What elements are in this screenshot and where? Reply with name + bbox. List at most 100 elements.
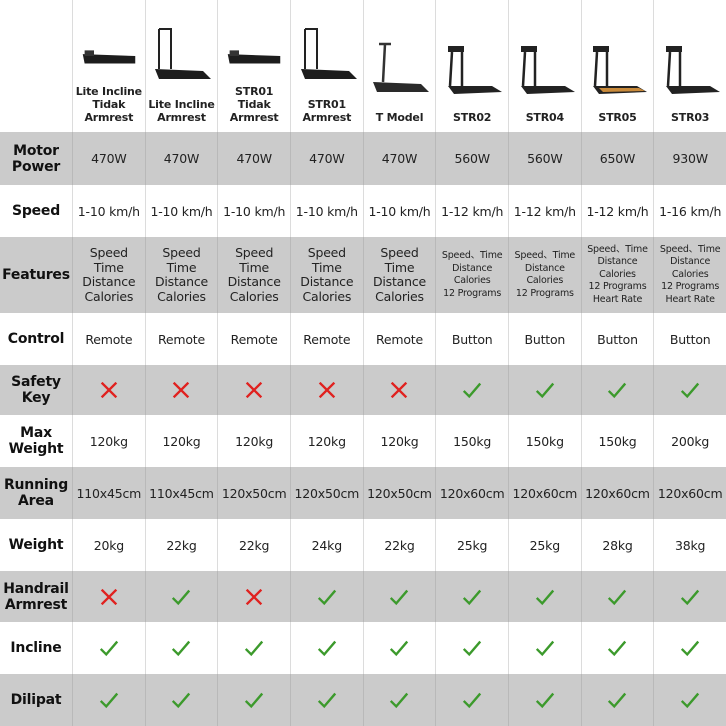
mark-cell [289,571,363,622]
feature-item: Distance [227,274,281,289]
feature-item: Calories [453,275,491,286]
check-icon [608,382,627,399]
feature-item: Speed [89,245,128,260]
feature-item: Calories [599,268,636,280]
product-header: Lite Incline Armrest [144,0,218,132]
product-image [224,36,284,79]
mark-cell [217,571,290,622]
value-cell: 200kg [653,415,726,467]
cross-icon [100,588,118,605]
product-header: Lite Incline Tidak Armrest [72,0,145,132]
value-cell: 1-10 km/h [72,185,145,237]
cross-icon [245,588,263,605]
cross-icon [100,381,118,399]
feature-item: Calories [157,288,206,304]
row-label: Control [7,331,65,347]
check-icon [463,589,482,605]
value-cell: 120x50cm [362,467,436,519]
feature-item: Calories [84,288,134,304]
product-header: STR02 [435,0,508,132]
mark-cell [435,571,508,622]
mark-cell [362,674,436,726]
value-cell: 1-10 km/h [217,185,290,237]
value-cell: 1-12 km/h [435,185,508,237]
check-icon [463,692,482,709]
features-cell: Speed Time Distance Calories [72,237,145,313]
mark-cell [144,674,218,726]
value-cell: 470W [289,132,363,185]
features-cell: Speed Time Distance Calories [217,237,290,313]
product-header: STR04 [507,0,581,132]
mark-cell [72,571,145,622]
check-icon [317,640,336,657]
check-icon [390,692,409,709]
features-cell: Speed、Time Distance Calories 12 Programs Hea… [580,237,654,313]
value-cell: 1-16 km/h [653,185,726,237]
row-label: Incline [10,640,62,656]
value-cell: 470W [362,132,436,185]
value-cell: Remote [144,313,218,365]
product-image [149,25,213,92]
mark-cell [507,571,581,622]
value-cell: 120x50cm [217,467,290,519]
product-name: T Model [375,111,424,124]
check-icon [608,692,627,709]
value-cell: Remote [289,313,363,365]
product-header: T Model [362,0,436,132]
mark-cell [289,365,363,415]
product-header: STR01 Tidak Armrest [217,0,290,132]
feature-item: Time [93,259,124,275]
check-icon [99,692,118,709]
feature-item: Distance [670,256,711,268]
feature-item: Distance [300,274,354,289]
mark-cell [580,571,654,622]
mark-cell [580,365,654,415]
row-label: Motor Power [0,132,72,185]
value-cell: Button [507,313,581,365]
value-cell: 150kg [580,415,654,467]
product-header: STR03 [653,0,726,132]
value-cell: 120kg [72,415,145,467]
row-label: Features [0,237,72,313]
check-icon [681,640,700,657]
check-icon [99,640,118,657]
product-name: Lite Incline Tidak Armrest [75,85,142,124]
feature-item: Distance [452,262,493,274]
mark-cell [289,622,363,674]
mark-cell [217,622,290,674]
product-name: Lite Incline Armrest [148,98,215,124]
feature-item: Speed、Time [514,250,576,261]
cross-icon [245,381,263,399]
value-cell: 1-12 km/h [580,185,654,237]
feature-item: Distance [524,262,565,274]
value-cell: 120x60cm [580,467,654,519]
cross-icon [173,381,190,399]
value-cell: 1-10 km/h [289,185,363,237]
value-cell: 560W [435,132,508,185]
product-image [79,36,139,79]
value-cell: 650W [580,132,654,185]
mark-cell [72,365,145,415]
value-cell: 28kg [580,519,654,571]
feature-item: Speed [235,245,274,260]
check-icon [172,589,191,605]
check-icon [681,589,700,605]
row-label: Dilipat [0,674,72,726]
product-name: STR04 [525,111,564,124]
check-icon [390,589,409,605]
mark-cell [217,674,290,726]
check-icon [535,692,554,709]
feature-item: Time [384,259,415,275]
mark-cell [507,365,581,415]
value-cell: Remote [217,313,290,365]
check-icon [172,640,191,657]
feature-item: Speed [380,245,419,260]
features-cell: Speed Time Distance Calories [289,237,363,313]
feature-item: Distance [82,274,136,289]
value-cell: Button [580,313,654,365]
product-image [513,42,577,105]
check-icon [172,692,191,709]
feature-item: Heart Rate [592,293,643,305]
value-cell: 470W [144,132,218,185]
mark-cell [362,365,436,415]
